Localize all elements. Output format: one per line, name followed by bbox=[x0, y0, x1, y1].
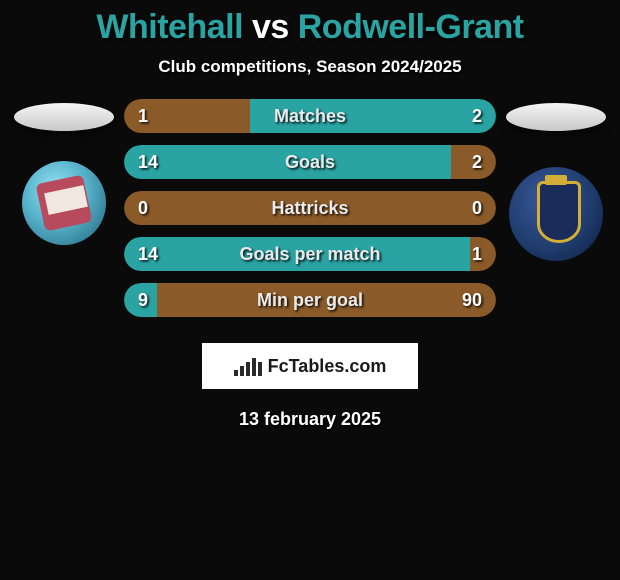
date-text: 13 february 2025 bbox=[0, 409, 620, 430]
stat-label: Goals bbox=[124, 145, 496, 179]
stat-value-right: 90 bbox=[462, 283, 482, 317]
right-side bbox=[500, 99, 612, 329]
stat-value-right: 2 bbox=[472, 145, 482, 179]
stat-value-right: 2 bbox=[472, 99, 482, 133]
stat-row-goals-per-match: 14 Goals per match 1 bbox=[124, 237, 496, 271]
brand-box: FcTables.com bbox=[202, 343, 418, 389]
stat-label: Min per goal bbox=[124, 283, 496, 317]
subtitle: Club competitions, Season 2024/2025 bbox=[0, 57, 620, 77]
player1-name: Whitehall bbox=[96, 8, 243, 46]
left-side bbox=[8, 99, 120, 329]
stat-row-matches: 1 Matches 2 bbox=[124, 99, 496, 133]
player2-name: Rodwell-Grant bbox=[298, 8, 524, 46]
team-crest-right bbox=[509, 167, 603, 261]
stats-column: 1 Matches 2 14 Goals 2 0 Hattricks 0 14 … bbox=[120, 99, 500, 329]
brand-bars-icon bbox=[234, 356, 262, 376]
left-ellipse bbox=[14, 103, 114, 131]
brand-text: FcTables.com bbox=[268, 356, 387, 377]
stat-row-goals: 14 Goals 2 bbox=[124, 145, 496, 179]
page-title: Whitehall vs Rodwell-Grant bbox=[0, 0, 620, 47]
stat-label: Goals per match bbox=[124, 237, 496, 271]
stat-row-hattricks: 0 Hattricks 0 bbox=[124, 191, 496, 225]
comparison-layout: 1 Matches 2 14 Goals 2 0 Hattricks 0 14 … bbox=[0, 99, 620, 329]
stat-row-min-per-goal: 9 Min per goal 90 bbox=[124, 283, 496, 317]
stat-value-right: 1 bbox=[472, 237, 482, 271]
team-crest-left bbox=[22, 161, 106, 245]
stat-value-right: 0 bbox=[472, 191, 482, 225]
stat-label: Matches bbox=[124, 99, 496, 133]
right-ellipse bbox=[506, 103, 606, 131]
vs-text: vs bbox=[252, 8, 289, 46]
stat-label: Hattricks bbox=[124, 191, 496, 225]
